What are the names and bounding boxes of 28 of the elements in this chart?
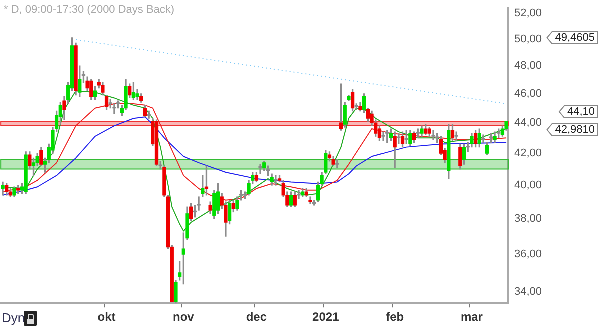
candlestick — [258, 164, 262, 174]
y-tick-label: 50,00 — [514, 33, 542, 46]
candlestick — [432, 130, 436, 140]
y-tick-label: 46,00 — [514, 88, 542, 100]
y-tick-label: 40,00 — [514, 180, 542, 192]
text: 42,9810 — [555, 124, 596, 136]
candlestick — [147, 110, 151, 119]
candlestick — [382, 132, 386, 142]
y-tick-label: 48,00 — [514, 60, 542, 72]
text: 49,4605 — [555, 32, 596, 44]
x-tick-label: 2021 — [312, 310, 340, 324]
text: Dyn — [2, 310, 26, 326]
x-tick-label: okt — [98, 310, 116, 324]
y-tick-label: 44,00 — [514, 117, 542, 130]
x-tick-label: feb — [386, 310, 404, 324]
y-tick-label: 36,00 — [514, 248, 542, 261]
x-tick-label: mar — [460, 310, 484, 324]
candlestick — [112, 104, 116, 115]
candlestick — [482, 134, 486, 144]
y-tick-label: 52,00 — [514, 8, 542, 20]
text: 44,10 — [567, 106, 596, 118]
x-tick-label: dec — [246, 310, 268, 324]
y-tick-label: 38,00 — [514, 213, 542, 226]
y-tick-label: 34,00 — [514, 286, 542, 298]
x-tick-label: nov — [172, 310, 195, 324]
y-tick-label: 42,00 — [514, 148, 542, 160]
chart-title: * D, 09:00-17:30 (2000 Days Back) — [4, 4, 175, 16]
candlestick — [397, 133, 401, 145]
